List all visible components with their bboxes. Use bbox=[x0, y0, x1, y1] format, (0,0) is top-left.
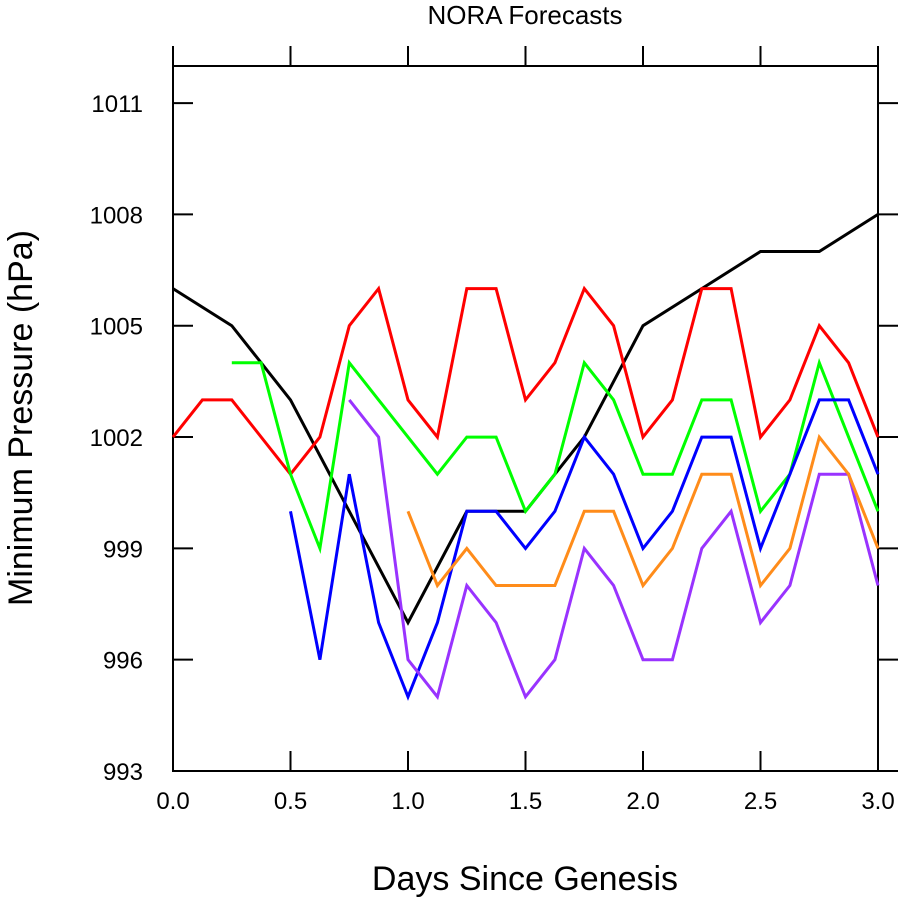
y-tick-label: 996 bbox=[103, 648, 143, 675]
y-tick-label: 993 bbox=[103, 759, 143, 786]
plot-frame bbox=[172, 65, 879, 772]
x-tick-label: 0.5 bbox=[274, 788, 307, 815]
x-tick-label: 2.5 bbox=[744, 788, 777, 815]
chart-title: NORA Forecasts bbox=[427, 0, 622, 30]
series-line-6 bbox=[406, 433, 880, 589]
x-axis-ticks: 0.0 0.5 1.0 1.5 2.0 2.5 3.0 bbox=[156, 46, 895, 815]
x-tick-label: 3.0 bbox=[861, 788, 894, 815]
series-line-4 bbox=[289, 398, 880, 701]
x-tick-label: 2.0 bbox=[626, 788, 659, 815]
series-line-1 bbox=[172, 213, 879, 626]
plot-border bbox=[172, 65, 879, 772]
y-tick-label: 1011 bbox=[91, 91, 143, 118]
x-tick-label: 1.5 bbox=[509, 788, 542, 815]
y-axis-label: Minimum Pressure (hPa) bbox=[2, 230, 40, 606]
series-line-5 bbox=[348, 398, 880, 701]
y-tick-label: 999 bbox=[103, 536, 143, 563]
y-tick-label: 1002 bbox=[90, 425, 143, 452]
x-tick-label: 0.0 bbox=[156, 788, 189, 815]
y-tick-label: 1005 bbox=[90, 314, 143, 341]
y-tick-label: 1008 bbox=[90, 202, 143, 229]
y-axis-ticks: 993 996 999 1002 1005 1008 1011 bbox=[90, 91, 898, 786]
series-layer bbox=[171, 213, 880, 701]
series-line-2 bbox=[171, 285, 880, 477]
x-axis-label: Days Since Genesis bbox=[372, 860, 678, 898]
series-line-3 bbox=[231, 357, 880, 555]
x-tick-label: 1.0 bbox=[391, 788, 424, 815]
